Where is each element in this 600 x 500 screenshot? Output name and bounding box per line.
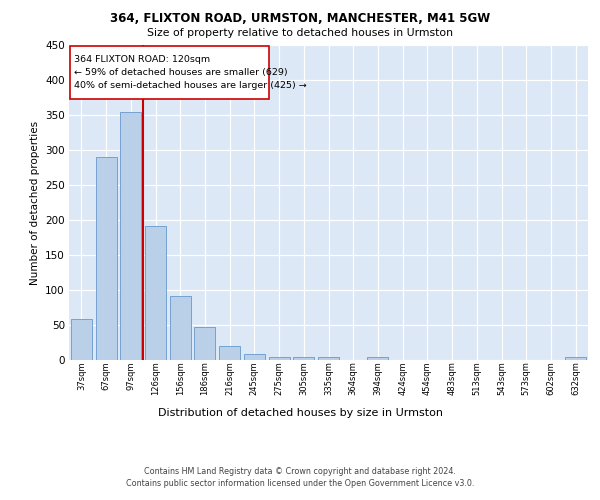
Bar (95, 157, 116, 360)
Bar (71, 318, 92, 360)
Bar (120, 112, 141, 360)
Y-axis label: Number of detached properties: Number of detached properties (29, 120, 40, 284)
Bar (170, 296, 191, 360)
Text: Distribution of detached houses by size in Urmston: Distribution of detached houses by size … (157, 408, 443, 418)
Bar (145, 226, 166, 360)
Text: 364 FLIXTON ROAD: 120sqm: 364 FLIXTON ROAD: 120sqm (74, 55, 210, 64)
Bar (293, 356, 314, 360)
Text: ← 59% of detached houses are smaller (629): ← 59% of detached houses are smaller (62… (74, 68, 287, 77)
Text: Contains HM Land Registry data © Crown copyright and database right 2024.: Contains HM Land Registry data © Crown c… (144, 468, 456, 476)
Text: Contains public sector information licensed under the Open Government Licence v3: Contains public sector information licen… (126, 479, 474, 488)
Bar (367, 357, 388, 360)
Bar (70, 46, 269, 99)
Bar (318, 356, 339, 360)
Text: 40% of semi-detached houses are larger (425) →: 40% of semi-detached houses are larger (… (74, 82, 307, 90)
Bar (219, 346, 240, 360)
Bar (244, 354, 265, 360)
Text: 364, FLIXTON ROAD, URMSTON, MANCHESTER, M41 5GW: 364, FLIXTON ROAD, URMSTON, MANCHESTER, … (110, 12, 490, 26)
Bar (269, 357, 290, 360)
Bar (565, 357, 586, 360)
Text: Size of property relative to detached houses in Urmston: Size of property relative to detached ho… (147, 28, 453, 38)
Bar (194, 327, 215, 360)
